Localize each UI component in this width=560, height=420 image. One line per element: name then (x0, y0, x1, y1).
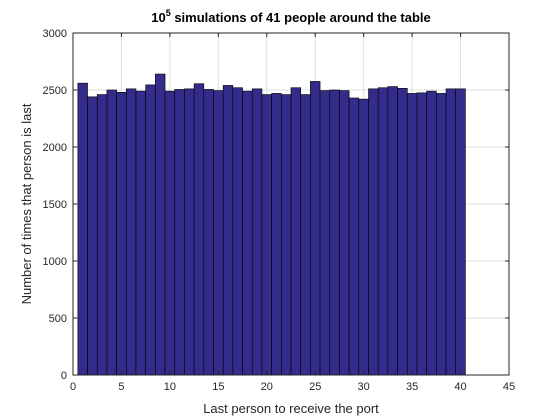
title-rest: simulations of 41 people around the tabl… (171, 10, 431, 25)
x-tick-label: 20 (261, 381, 273, 393)
bar-person-40 (455, 88, 466, 376)
y-axis-label: Number of times that person is last (19, 103, 34, 304)
bar-person-39 (445, 88, 457, 376)
bar-person-23 (290, 87, 301, 376)
bar-person-21 (271, 93, 282, 376)
y-tick-label: 2500 (43, 85, 67, 97)
chart-title: 105 simulations of 41 people around the … (151, 8, 431, 25)
x-tick-label: 0 (70, 381, 76, 393)
bar-person-36 (416, 92, 427, 376)
bar-person-15 (213, 90, 224, 376)
bar-person-22 (281, 94, 292, 376)
x-axis-label: Last person to receive the port (203, 401, 379, 416)
x-tick-label: 5 (118, 381, 124, 393)
x-tick-label: 25 (309, 381, 321, 393)
bar-person-30 (358, 98, 369, 376)
bar-person-25 (310, 81, 321, 376)
bar-person-32 (377, 87, 389, 376)
x-tick-label: 40 (454, 381, 466, 393)
bar-person-14 (203, 89, 214, 376)
y-tick-label: 500 (49, 313, 67, 325)
bar-person-34 (397, 87, 408, 376)
axis-ticks: 0 5 10 15 20 25 30 35 40 45 0 500 1000 1500 2000 2500 30… (43, 28, 516, 393)
bar-person-27 (329, 89, 340, 376)
y-tick-label: 1500 (43, 199, 67, 211)
bar-person-31 (368, 88, 379, 376)
bars (77, 73, 466, 376)
bar-person-24 (300, 94, 311, 376)
bar-person-26 (319, 90, 331, 376)
y-tick-label: 2000 (43, 142, 67, 154)
bar-person-17 (232, 87, 243, 376)
bar-person-12 (184, 88, 195, 376)
bar-person-9 (155, 73, 166, 376)
title-base: 10 (151, 10, 165, 25)
bar-person-18 (242, 90, 253, 376)
bar-person-7 (135, 90, 146, 376)
bar-person-6 (125, 88, 137, 376)
bar-person-38 (436, 93, 447, 376)
bar-person-35 (406, 93, 418, 376)
bar-person-8 (145, 84, 156, 376)
bar-person-2 (87, 96, 98, 376)
x-tick-label: 30 (358, 381, 370, 393)
y-tick-label: 0 (61, 370, 67, 382)
title-exponent: 5 (166, 8, 171, 18)
bar-person-11 (174, 89, 185, 376)
y-tick-label: 1000 (43, 256, 67, 268)
bar-person-28 (339, 90, 350, 376)
x-tick-label: 10 (164, 381, 176, 393)
bar-person-5 (116, 91, 127, 376)
bar-person-37 (426, 90, 437, 376)
bar-person-20 (261, 94, 272, 376)
x-tick-label: 15 (212, 381, 224, 393)
bar-person-10 (164, 90, 176, 376)
bar-person-4 (106, 89, 117, 376)
bar-person-19 (251, 88, 263, 376)
x-tick-label: 35 (406, 381, 418, 393)
bar-person-29 (348, 97, 360, 376)
y-tick-label: 3000 (43, 28, 67, 40)
x-tick-label: 45 (503, 381, 515, 393)
bar-person-16 (222, 85, 234, 376)
bar-person-33 (387, 86, 398, 376)
bar-person-3 (96, 94, 108, 376)
bar-person-13 (193, 83, 205, 376)
bar-person-1 (77, 82, 88, 376)
